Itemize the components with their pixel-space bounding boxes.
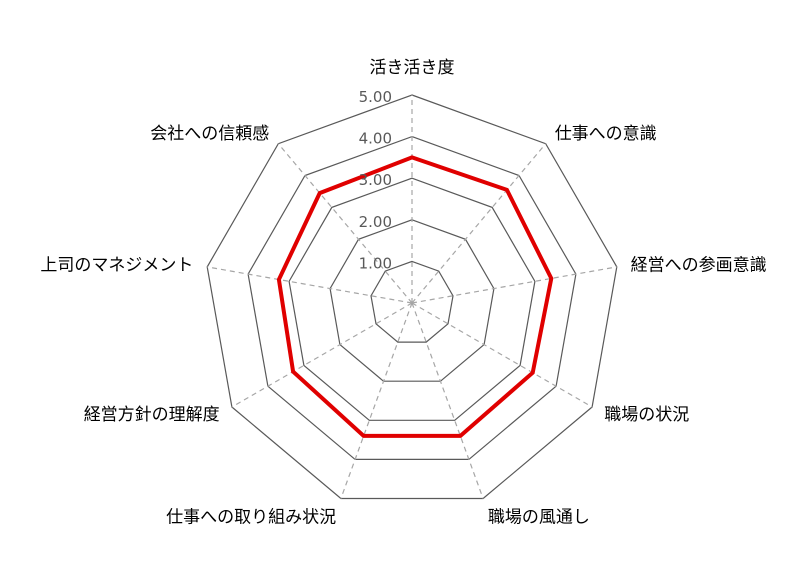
tick-label-4: 4.00	[359, 130, 392, 148]
axis-label-6: 仕事への取り組み状況	[166, 508, 336, 528]
tick-label-layer: 1.00 2.00 3.00 4.00 5.00	[359, 88, 392, 272]
spoke-layer	[207, 95, 617, 499]
axis-label-7: 経営方針の理解度	[84, 405, 220, 425]
axis-label-2: 仕事への意識	[555, 124, 657, 144]
spoke-7	[231, 302, 413, 408]
spoke-5	[411, 302, 484, 499]
grid-ring-1	[370, 260, 454, 343]
spoke-9	[277, 143, 413, 304]
tick-label-3: 3.00	[359, 171, 392, 189]
spoke-6	[340, 302, 413, 499]
axis-label-3: 経営への参画意識	[631, 256, 767, 276]
grid-ring-2	[329, 219, 495, 382]
tick-label-2: 2.00	[359, 213, 392, 231]
axis-label-1: 活き活き度	[370, 58, 455, 78]
spoke-8	[207, 266, 413, 304]
grid-layer	[206, 94, 618, 500]
tick-label-5: 5.00	[359, 88, 392, 106]
series-layer	[276, 155, 554, 438]
axis-label-5: 職場の風通し	[488, 508, 590, 528]
grid-ring-5	[206, 94, 618, 500]
series-line-1	[276, 155, 554, 438]
axis-label-9: 会社への信頼感	[150, 124, 269, 144]
grid-ring-3	[288, 177, 536, 421]
tick-label-1: 1.00	[359, 254, 392, 272]
grid-ring-4	[247, 135, 577, 460]
axis-label-8: 上司のマネジメント	[40, 256, 193, 276]
spoke-4	[411, 302, 593, 408]
spoke-3	[411, 266, 617, 304]
axis-label-4: 職場の状況	[604, 405, 689, 425]
spoke-2	[411, 143, 547, 304]
